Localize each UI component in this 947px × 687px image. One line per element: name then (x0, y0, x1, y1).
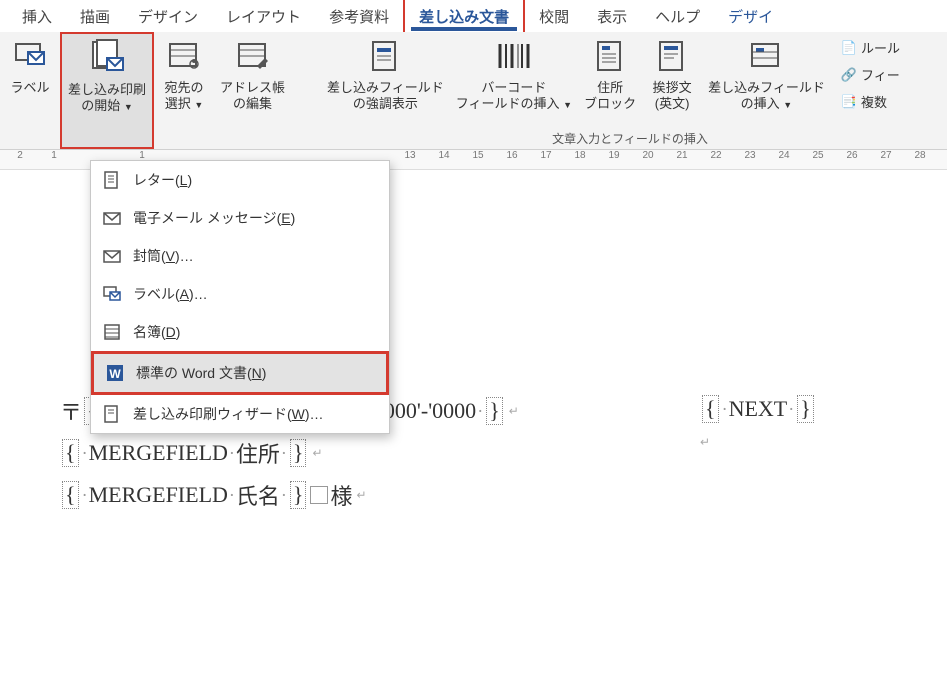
brace-open-3: { (62, 481, 79, 509)
list-icon (101, 321, 123, 343)
sama-suffix: 様 (330, 479, 352, 511)
labels-label: ラベル (10, 80, 49, 96)
svg-text:W: W (109, 367, 121, 381)
edit-list-button[interactable]: アドレス帳の編集 (214, 32, 291, 149)
tab-review[interactable]: 校閲 (525, 0, 583, 33)
select-recipients-button[interactable]: 宛先の選択 ▼ (154, 32, 214, 149)
mergefield-3: MERGEFIELD (89, 482, 228, 508)
tab-draw[interactable]: 描画 (66, 0, 124, 33)
mail-merge-icon (87, 38, 127, 78)
dropdown-wizard[interactable]: 差し込み印刷ウィザード(W)… (91, 395, 389, 433)
label-dd-icon (101, 283, 123, 305)
next-field-line: { · NEXT · } (700, 395, 900, 423)
tab-mailings[interactable]: 差し込み文書 (403, 0, 525, 35)
barcode-icon (494, 36, 534, 76)
tab-references[interactable]: 参考資料 (315, 0, 403, 33)
email-icon (101, 207, 123, 229)
letter-icon (101, 169, 123, 191)
tab-view[interactable]: 表示 (583, 0, 641, 33)
name-line: { · MERGEFIELD · 氏名 · } 様 ↵ (60, 479, 660, 511)
dropdown-list-label: 名簿(D) (133, 322, 180, 342)
dropdown-envelope[interactable]: 封筒(V)… (91, 237, 389, 275)
select-recipients-icon (164, 36, 204, 76)
dropdown-normal-doc[interactable]: W 標準の Word 文書(N) (91, 351, 389, 395)
brace-close-3: } (290, 481, 307, 509)
insert-merge-field-icon (746, 36, 786, 76)
select-recipients-label: 宛先の選択 ▼ (165, 80, 204, 113)
ribbon-tabs: 挿入 描画 デザイン レイアウト 参考資料 差し込み文書 校閲 表示 ヘルプ デ… (0, 0, 947, 32)
tab-insert[interactable]: 挿入 (8, 0, 66, 33)
insert-merge-field-label: 差し込みフィールドの挿入 ▼ (708, 80, 825, 113)
highlight-fields-icon (365, 36, 405, 76)
match-fields-button[interactable]: 🔗フィー (837, 63, 904, 86)
dropdown-label-label: ラベル(A)… (133, 284, 208, 304)
tab-layout[interactable]: レイアウト (212, 0, 315, 33)
document-right-cell: { · NEXT · } ↵ (700, 395, 900, 449)
dropdown-normal-doc-label: 標準の Word 文書(N) (136, 363, 266, 383)
wizard-icon (101, 403, 123, 425)
envelope-icon (101, 245, 123, 267)
word-icon: W (104, 362, 126, 384)
edit-list-icon (233, 36, 273, 76)
start-mail-merge-label: 差し込み印刷の開始 ▼ (68, 82, 146, 115)
match-fields-label: フィー (861, 65, 900, 84)
dropdown-wizard-label: 差し込み印刷ウィザード(W)… (133, 404, 324, 424)
barcode-label: バーコードフィールドの挿入 ▼ (456, 80, 572, 113)
address-block-icon (590, 36, 630, 76)
ribbon-group-caption: 文章入力とフィールドの挿入 (380, 130, 880, 147)
dropdown-letter-label: レター(L) (133, 170, 192, 190)
highlight-fields-label: 差し込みフィールドの強調表示 (327, 80, 444, 113)
dropdown-letter[interactable]: レター(L) (91, 161, 389, 199)
dropdown-envelope-label: 封筒(V)… (133, 246, 194, 266)
postal-pattern: 000'-'0000 (384, 398, 476, 424)
rules-label: ルール (861, 38, 900, 57)
address-block-label: 住所ブロック (584, 80, 636, 113)
dropdown-email-label: 電子メール メッセージ(E) (133, 208, 295, 228)
address-line: { · MERGEFIELD · 住所 · } ↵ (60, 437, 660, 469)
postal-prefix: 〒 (60, 395, 82, 427)
rules-icon: 📄 (841, 40, 857, 56)
label-icon (10, 36, 50, 76)
labels-button[interactable]: ラベル (0, 32, 60, 149)
tab-design[interactable]: デザイン (124, 0, 212, 33)
brace-close-2: } (290, 439, 307, 467)
tab-design2[interactable]: デザイ (714, 0, 787, 33)
ribbon: ラベル 差し込み印刷の開始 ▼ 宛先の選択 ▼ アドレス帳の編集 差し込みフィー… (0, 32, 947, 150)
address-label: 住所 (236, 437, 280, 469)
greeting-icon (652, 36, 692, 76)
greeting-label: 挨拶文(英文) (653, 80, 692, 113)
name-label: 氏名 (236, 479, 280, 511)
dropdown-list[interactable]: 名簿(D) (91, 313, 389, 351)
checkbox-placeholder (310, 486, 328, 504)
brace-close-1: } (486, 397, 503, 425)
brace-open-next: { (702, 395, 719, 423)
mergefield-2: MERGEFIELD (89, 440, 228, 466)
match-fields-icon: 🔗 (841, 67, 857, 83)
brace-close-next: } (797, 395, 814, 423)
multiple-label: 複数 (861, 92, 887, 111)
edit-list-label: アドレス帳の編集 (220, 80, 285, 113)
start-mail-merge-dropdown: レター(L) 電子メール メッセージ(E) 封筒(V)… ラベル(A)… 名簿(… (90, 160, 390, 434)
ruler-right-numbers: 1314151617181920212223242526272829303132 (390, 150, 947, 161)
next-field: NEXT (729, 396, 788, 422)
tab-help[interactable]: ヘルプ (641, 0, 714, 33)
brace-open-2: { (62, 439, 79, 467)
start-mail-merge-button[interactable]: 差し込み印刷の開始 ▼ (60, 32, 154, 149)
dropdown-label[interactable]: ラベル(A)… (91, 275, 389, 313)
rules-button[interactable]: 📄ルール (837, 36, 904, 59)
multiple-button[interactable]: 📑複数 (837, 90, 904, 113)
dropdown-email[interactable]: 電子メール メッセージ(E) (91, 199, 389, 237)
multiple-icon: 📑 (841, 94, 857, 110)
